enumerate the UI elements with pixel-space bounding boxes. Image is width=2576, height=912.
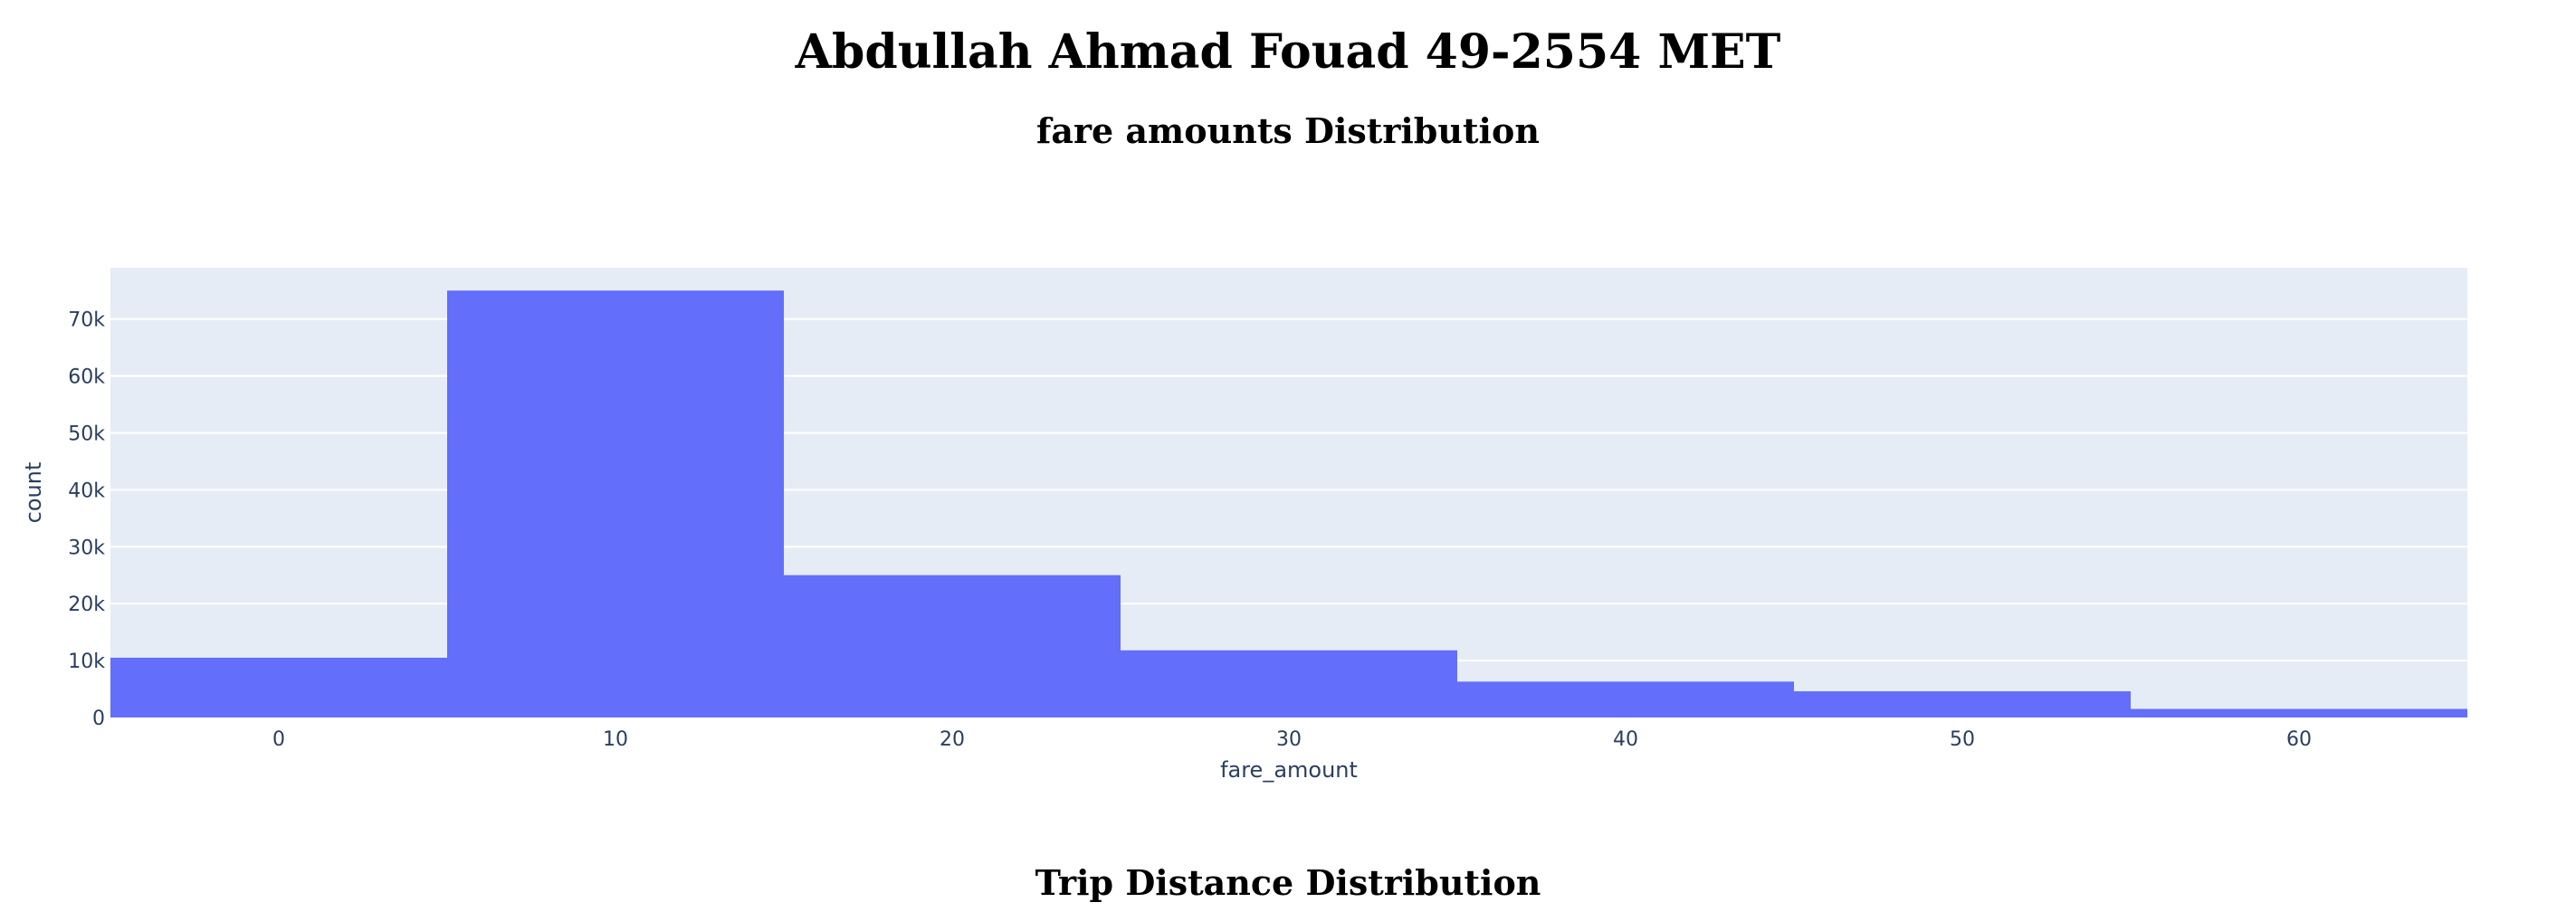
histogram-bar xyxy=(1457,681,1794,717)
y-tick-label: 30k xyxy=(68,537,105,559)
x-tick-label: 60 xyxy=(2286,728,2312,751)
y-tick-label: 70k xyxy=(68,309,105,332)
histogram-bar xyxy=(2131,708,2467,717)
histogram-bar xyxy=(1794,691,2131,717)
fare-histogram-chart: 0 10k 20k 30k 40k 50k 60k 70k 0 10 20 30 40 50 60 far… xyxy=(21,268,2467,783)
y-tick-label: 10k xyxy=(68,651,105,673)
y-tick-label: 40k xyxy=(68,480,105,502)
x-tick-label: 50 xyxy=(1950,728,1975,751)
y-axis-ticks: 0 10k 20k 30k 40k 50k 60k 70k xyxy=(68,309,105,730)
x-axis-label: fare_amount xyxy=(1220,757,1358,783)
bars xyxy=(110,290,2467,717)
x-tick-label: 20 xyxy=(940,728,965,751)
y-tick-label: 60k xyxy=(68,366,105,389)
histogram-bar xyxy=(1121,650,1457,717)
chart-title: fare amounts Distribution xyxy=(1036,110,1540,151)
y-axis-label: count xyxy=(21,462,46,524)
x-tick-label: 30 xyxy=(1276,728,1302,751)
x-axis-ticks: 0 10 20 30 40 50 60 xyxy=(272,728,2312,751)
x-tick-label: 10 xyxy=(603,728,628,751)
page-title: Abdullah Ahmad Fouad 49-2554 MET xyxy=(795,24,1781,80)
section-title-trip-distance: Trip Distance Distribution xyxy=(1035,862,1541,903)
x-tick-label: 0 xyxy=(272,728,285,751)
x-tick-label: 40 xyxy=(1613,728,1638,751)
y-tick-label: 20k xyxy=(68,594,105,616)
histogram-bar xyxy=(447,290,784,717)
histogram-bar xyxy=(784,575,1121,717)
histogram-bar xyxy=(110,657,447,717)
y-tick-label: 0 xyxy=(92,708,105,730)
y-tick-label: 50k xyxy=(68,423,105,445)
